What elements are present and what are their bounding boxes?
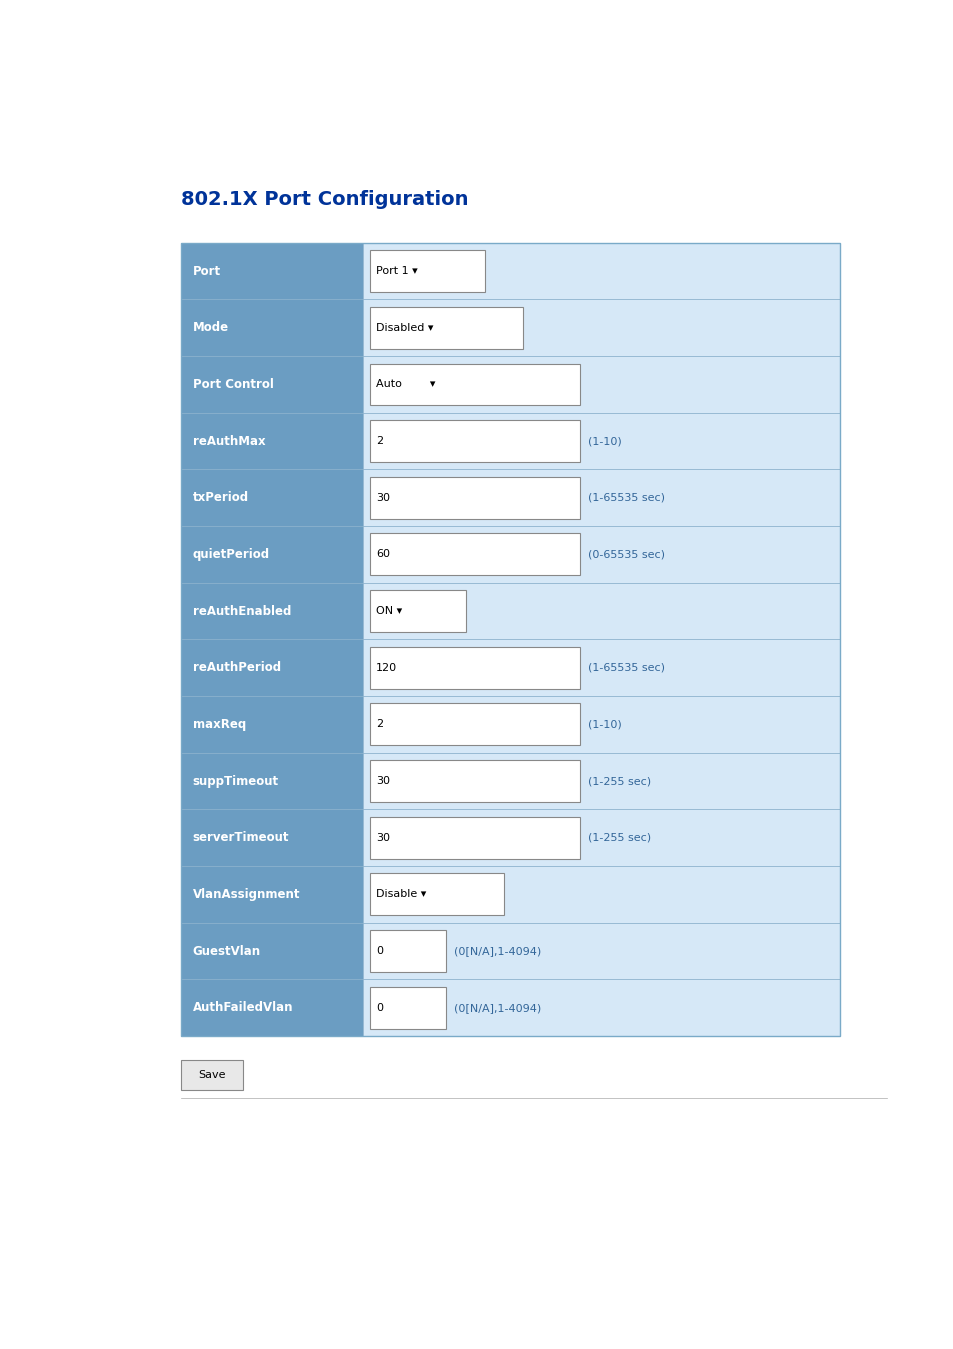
Text: maxReq: maxReq: [193, 718, 246, 731]
Text: (0-65535 sec): (0-65535 sec): [587, 549, 664, 560]
Bar: [181, 753, 362, 809]
Bar: [181, 469, 362, 526]
Bar: [181, 299, 362, 356]
Bar: [370, 250, 484, 293]
Bar: [181, 413, 362, 469]
Bar: [362, 639, 839, 696]
Bar: [181, 526, 362, 583]
Text: 120: 120: [375, 662, 396, 673]
Text: (1-255 sec): (1-255 sec): [587, 776, 650, 786]
Bar: [362, 469, 839, 526]
Bar: [362, 356, 839, 413]
Bar: [181, 979, 362, 1036]
Bar: [370, 590, 465, 633]
Bar: [370, 873, 503, 916]
Bar: [362, 413, 839, 469]
Bar: [362, 299, 839, 356]
Bar: [370, 646, 579, 689]
Text: reAuthPeriod: reAuthPeriod: [193, 661, 280, 674]
Bar: [362, 583, 839, 639]
Text: (1-10): (1-10): [587, 436, 620, 447]
Bar: [181, 243, 839, 1036]
Bar: [362, 243, 839, 299]
Bar: [362, 923, 839, 979]
Bar: [370, 986, 446, 1029]
Text: 30: 30: [375, 776, 390, 786]
Bar: [370, 363, 579, 406]
Bar: [181, 583, 362, 639]
Text: Port Control: Port Control: [193, 378, 274, 391]
Text: (0[N/A],1-4094): (0[N/A],1-4094): [454, 1002, 540, 1013]
Text: reAuthMax: reAuthMax: [193, 434, 265, 448]
Text: ON ▾: ON ▾: [375, 606, 402, 616]
Text: 30: 30: [375, 832, 390, 843]
Text: serverTimeout: serverTimeout: [193, 831, 289, 844]
Text: 60: 60: [375, 549, 390, 560]
Text: Save: Save: [198, 1070, 226, 1081]
Text: (1-65535 sec): (1-65535 sec): [587, 492, 664, 503]
Text: 802.1X Port Configuration: 802.1X Port Configuration: [181, 190, 468, 209]
Bar: [181, 356, 362, 413]
Text: 2: 2: [375, 436, 382, 447]
Text: txPeriod: txPeriod: [193, 491, 249, 505]
Text: Port 1 ▾: Port 1 ▾: [375, 266, 417, 277]
Bar: [362, 979, 839, 1036]
Text: (1-255 sec): (1-255 sec): [587, 832, 650, 843]
Bar: [362, 866, 839, 923]
Text: VlanAssignment: VlanAssignment: [193, 888, 300, 901]
Text: 0: 0: [375, 946, 382, 956]
Bar: [181, 639, 362, 696]
Bar: [181, 809, 362, 866]
Text: reAuthEnabled: reAuthEnabled: [193, 604, 291, 618]
Text: quietPeriod: quietPeriod: [193, 548, 270, 561]
Bar: [370, 476, 579, 519]
Bar: [181, 696, 362, 753]
Bar: [370, 533, 579, 576]
Bar: [370, 929, 446, 973]
Bar: [362, 696, 839, 753]
Bar: [370, 306, 522, 349]
Text: Disable ▾: Disable ▾: [375, 889, 426, 900]
Bar: [370, 759, 579, 803]
Text: Auto        ▾: Auto ▾: [375, 379, 435, 390]
Text: suppTimeout: suppTimeout: [193, 774, 278, 788]
Bar: [370, 420, 579, 463]
Text: 30: 30: [375, 492, 390, 503]
Text: (1-65535 sec): (1-65535 sec): [587, 662, 664, 673]
Text: 0: 0: [375, 1002, 382, 1013]
Text: (0[N/A],1-4094): (0[N/A],1-4094): [454, 946, 540, 956]
Bar: [362, 753, 839, 809]
Bar: [370, 816, 579, 859]
Bar: [181, 243, 362, 299]
Text: AuthFailedVlan: AuthFailedVlan: [193, 1001, 293, 1014]
Bar: [362, 526, 839, 583]
Bar: [370, 703, 579, 746]
Text: Port: Port: [193, 264, 220, 278]
Text: GuestVlan: GuestVlan: [193, 944, 260, 958]
Text: Disabled ▾: Disabled ▾: [375, 322, 433, 333]
Text: Mode: Mode: [193, 321, 229, 335]
Text: (1-10): (1-10): [587, 719, 620, 730]
Bar: [181, 866, 362, 923]
Bar: [362, 809, 839, 866]
Bar: [181, 923, 362, 979]
Bar: [181, 1060, 243, 1090]
Text: 2: 2: [375, 719, 382, 730]
